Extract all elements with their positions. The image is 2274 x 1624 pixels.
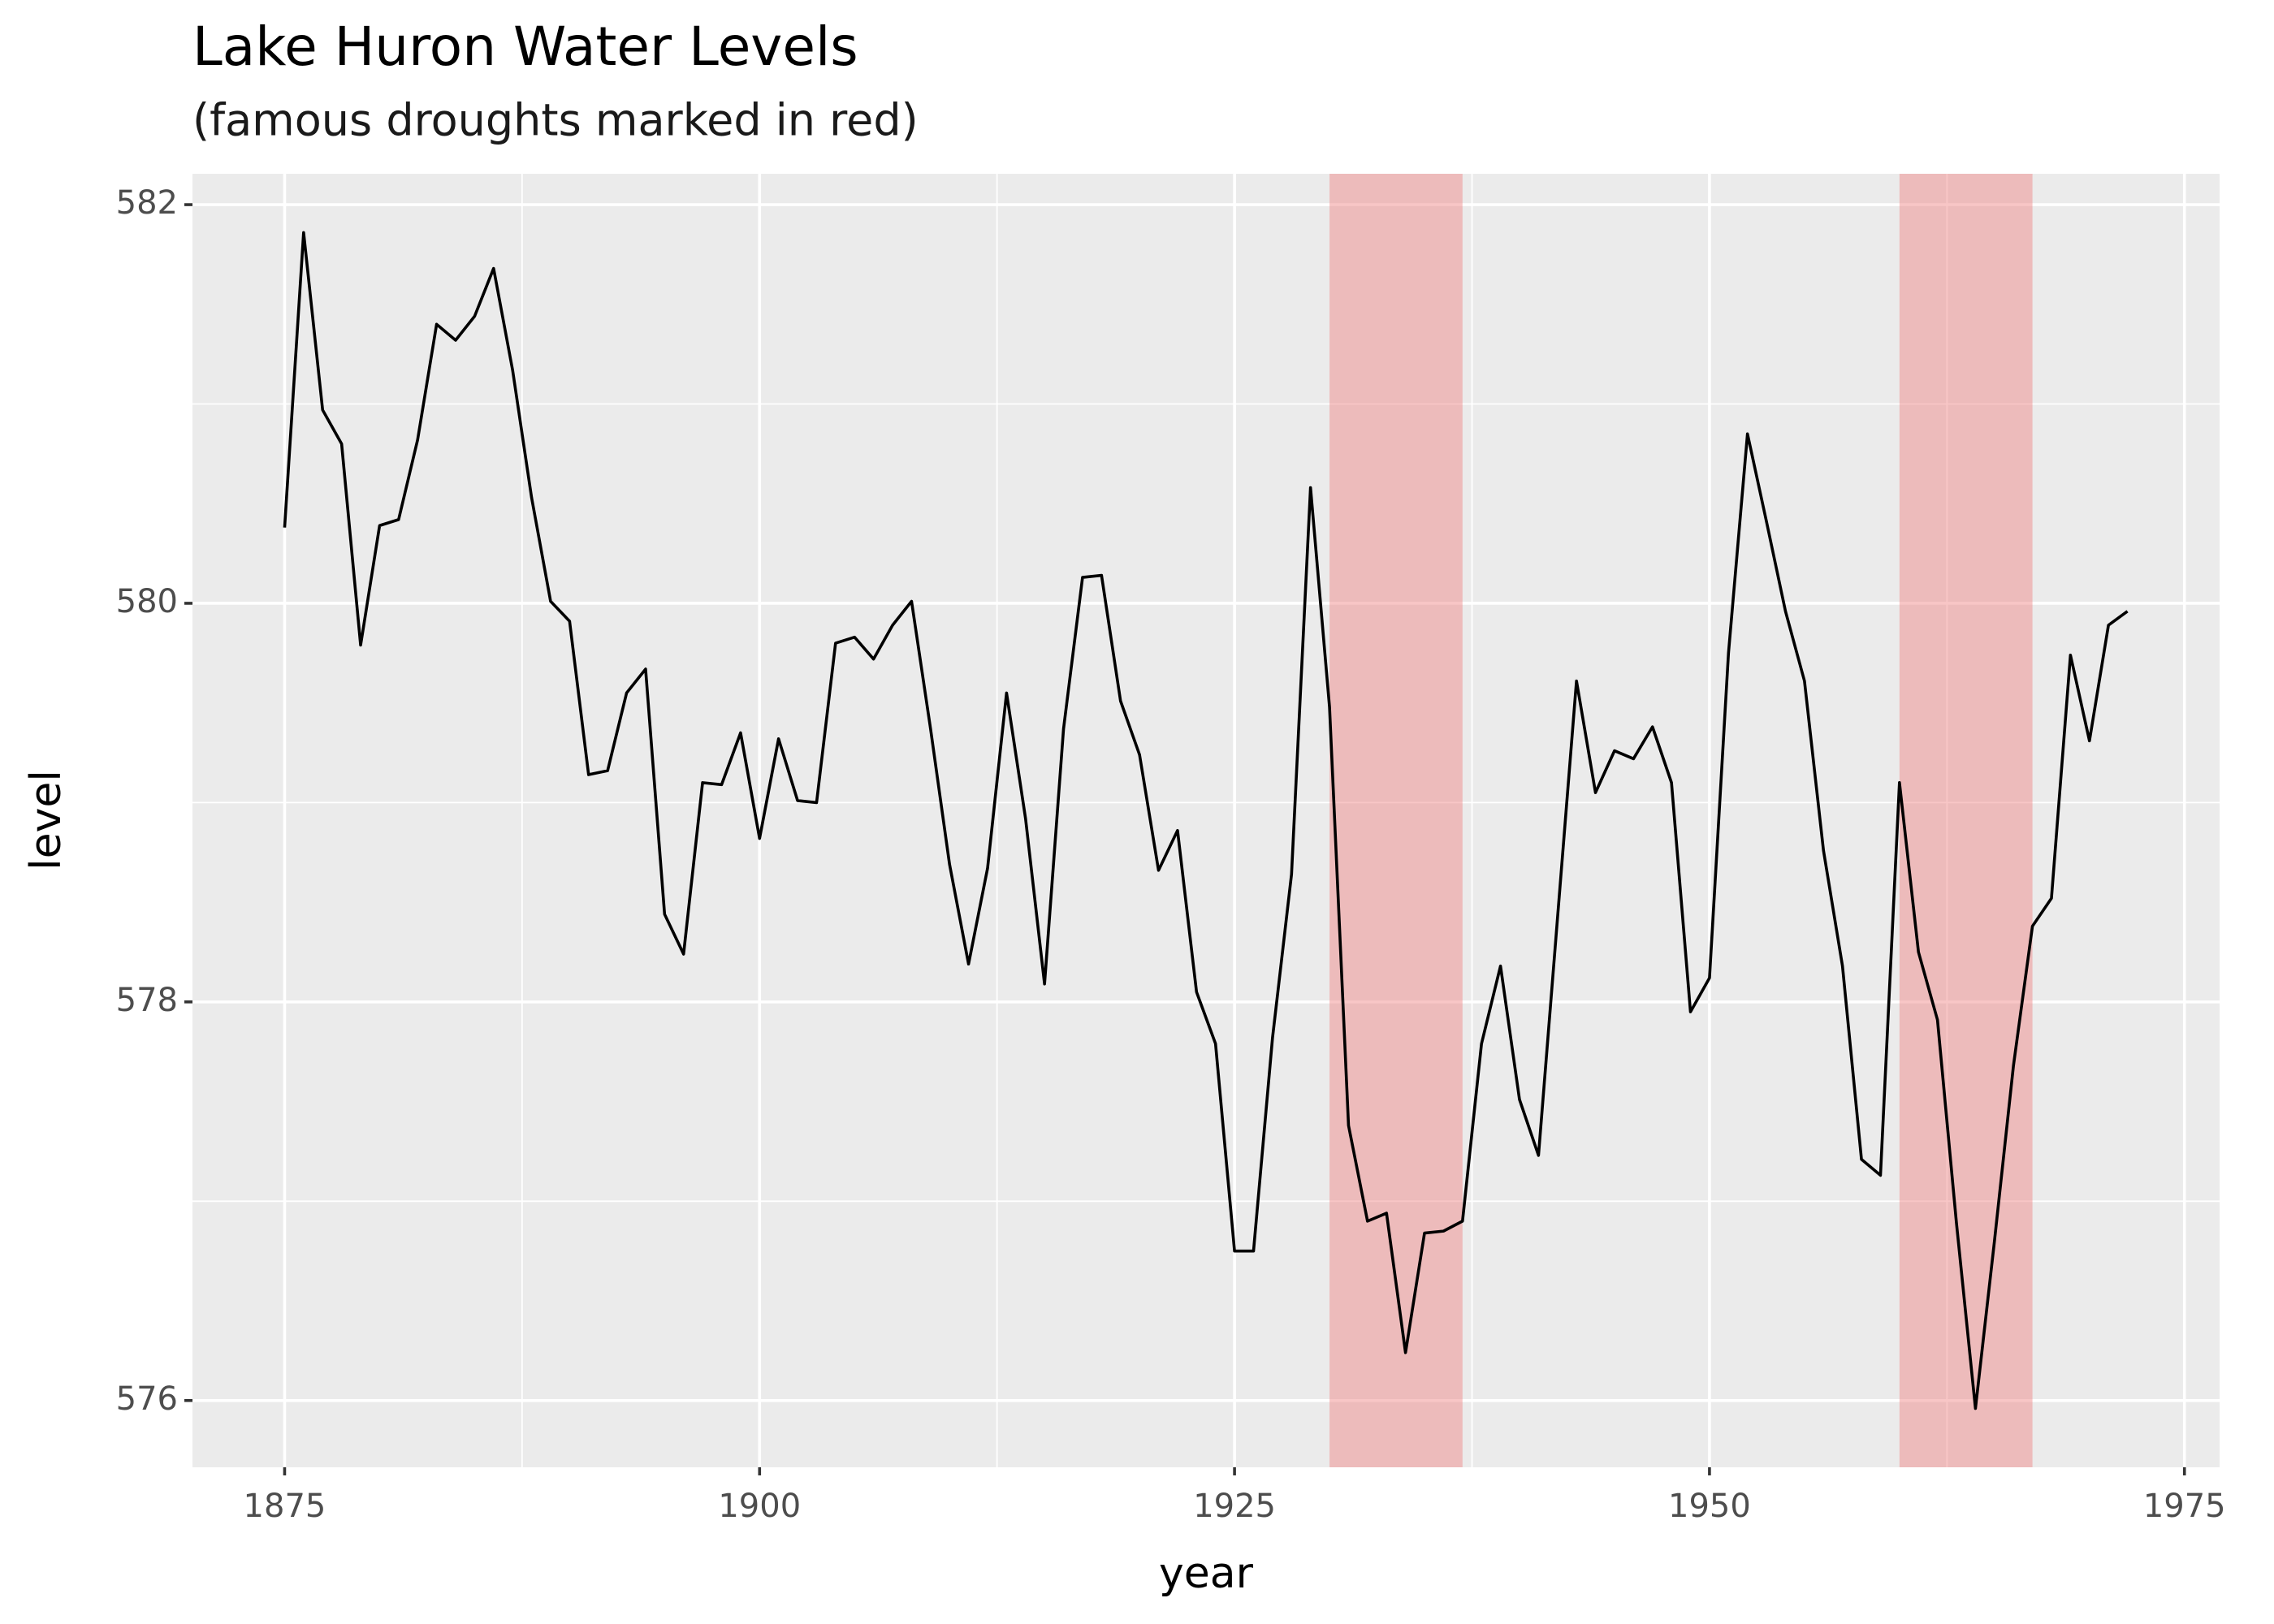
y-tick-label: 578 <box>116 982 178 1019</box>
y-tick-label: 580 <box>116 583 178 620</box>
x-tick-label: 1925 <box>1193 1488 1276 1525</box>
x-tick-label: 1875 <box>244 1488 326 1525</box>
x-tick-label: 1975 <box>2143 1488 2226 1525</box>
x-tick-label: 1950 <box>1668 1488 1751 1525</box>
x-tick-label: 1900 <box>718 1488 801 1525</box>
series-line <box>283 231 2129 1410</box>
y-tick-label: 576 <box>116 1380 178 1418</box>
x-axis-title: year <box>1159 1549 1254 1598</box>
chart-title: Lake Huron Water Levels <box>192 15 858 78</box>
y-tick-label: 582 <box>116 184 178 222</box>
chart-subtitle: (famous droughts marked in red) <box>192 95 919 146</box>
panel <box>192 174 2220 1467</box>
drought-band <box>1899 174 2033 1467</box>
y-axis-title: level <box>22 770 71 870</box>
drought-band <box>1329 174 1463 1467</box>
